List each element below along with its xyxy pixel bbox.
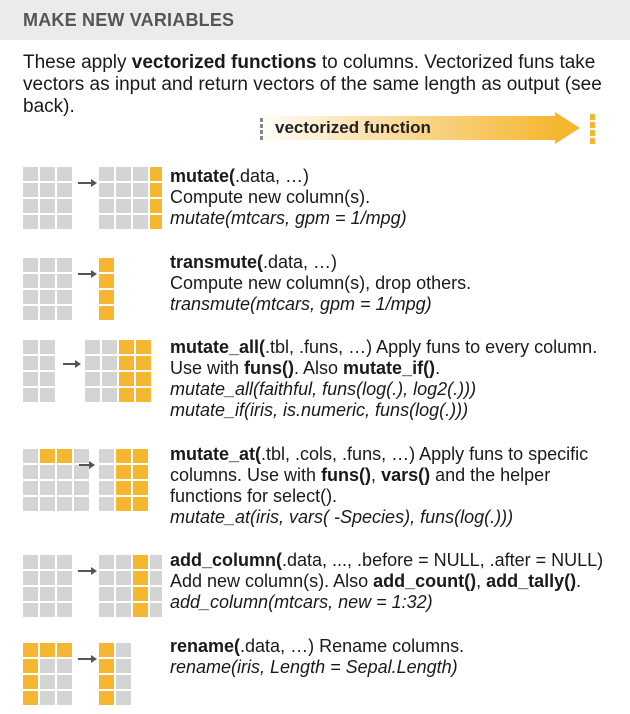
function-signature: .tbl, .cols, .funs, …) bbox=[261, 444, 416, 464]
function-example: mutate_if(iris, is.numeric, funs(log(.))… bbox=[170, 400, 469, 420]
function-name: rename( bbox=[170, 636, 241, 656]
banner-label: vectorized function bbox=[275, 118, 431, 137]
transmute-table-icon bbox=[23, 258, 114, 320]
description-text: . Also bbox=[294, 358, 344, 378]
intro-part-2: to columns. Vectorized funs take vectors… bbox=[23, 52, 602, 117]
function-name: transmute( bbox=[170, 252, 264, 272]
mutate-all-table-icon bbox=[23, 340, 151, 402]
function-description: Compute new column(s), drop others. bbox=[170, 273, 472, 293]
mutate-table-icon bbox=[23, 167, 162, 229]
function-description: Rename columns. bbox=[314, 636, 465, 656]
section-title: MAKE NEW VARIABLES bbox=[23, 10, 235, 30]
entry-transmute: transmute(.data, …) Compute new column(s… bbox=[170, 252, 620, 315]
function-example: transmute(mtcars, gpm = 1/mpg) bbox=[170, 294, 432, 314]
entry-mutate-at: mutate_at(.tbl, .cols, .funs, …) Apply f… bbox=[170, 444, 620, 528]
function-signature: .tbl, .funs, …) bbox=[265, 337, 373, 357]
function-signature: .data, …) bbox=[240, 636, 315, 656]
function-signature: .data, …) bbox=[263, 252, 338, 272]
function-description: Add new column(s). Also bbox=[170, 571, 374, 591]
description-text: , bbox=[476, 571, 487, 591]
add-column-table-icon bbox=[23, 555, 162, 617]
intro-bold: vectorized functions bbox=[131, 52, 317, 73]
description-text: . bbox=[576, 571, 582, 591]
function-example: rename(iris, Length = Sepal.Length) bbox=[170, 657, 458, 677]
related-function: funs() bbox=[244, 358, 295, 378]
section-header: MAKE NEW VARIABLES bbox=[0, 0, 630, 40]
intro-text: These apply vectorized functions to colu… bbox=[23, 52, 623, 118]
function-name: add_column( bbox=[170, 550, 283, 570]
function-example: mutate_at(iris, vars( -Species), funs(lo… bbox=[170, 507, 514, 527]
vectorized-function-banner: vectorized function bbox=[255, 112, 595, 144]
related-function: funs() bbox=[321, 465, 372, 485]
related-function: add_count() bbox=[373, 571, 477, 591]
function-example: mutate(mtcars, gpm = 1/mpg) bbox=[170, 208, 407, 228]
function-example: mutate_all(faithful, funs(log(.), log2(.… bbox=[170, 379, 477, 399]
intro-part-1: These apply bbox=[23, 52, 132, 73]
entry-mutate: mutate(.data, …) Compute new column(s). … bbox=[170, 166, 620, 229]
description-text: and the helper functions for select(). bbox=[170, 465, 551, 506]
function-description: Apply funs to every column. Use with bbox=[170, 337, 598, 378]
banner-arrow-icon bbox=[255, 112, 595, 144]
description-text: , bbox=[371, 465, 382, 485]
function-example: add_column(mtcars, new = 1:32) bbox=[170, 592, 433, 612]
function-signature: .data, …) bbox=[235, 166, 310, 186]
entry-rename: rename(.data, …) Rename columns. rename(… bbox=[170, 636, 620, 678]
function-description: Apply funs to specific columns. Use with bbox=[170, 444, 589, 485]
function-name: mutate( bbox=[170, 166, 236, 186]
rename-table-icon bbox=[23, 643, 131, 705]
related-function: add_tally() bbox=[486, 571, 577, 591]
mutate-at-table-icon bbox=[23, 449, 148, 511]
entry-add-column: add_column(.data, ..., .before = NULL, .… bbox=[170, 550, 620, 613]
function-signature: .data, ..., .before = NULL, .after = NUL… bbox=[282, 550, 604, 570]
related-function: mutate_if() bbox=[343, 358, 436, 378]
related-function: vars() bbox=[381, 465, 431, 485]
function-name: mutate_all( bbox=[170, 337, 266, 357]
function-description: Compute new column(s). bbox=[170, 187, 371, 207]
description-text: . bbox=[435, 358, 441, 378]
function-name: mutate_at( bbox=[170, 444, 262, 464]
entry-mutate-all: mutate_all(.tbl, .funs, …) Apply funs to… bbox=[170, 337, 620, 421]
